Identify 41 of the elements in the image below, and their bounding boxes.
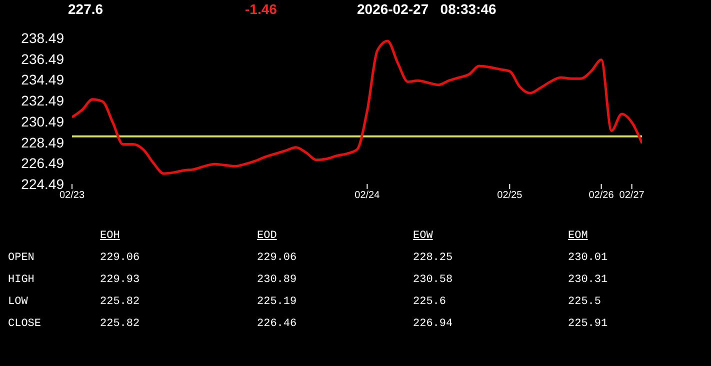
x-tick-label: 02/26	[588, 190, 614, 202]
y-tick-label: 238.49	[21, 30, 64, 46]
y-tick-label: 228.49	[21, 134, 64, 150]
y-tick-label: 236.49	[21, 50, 64, 67]
text: OPEN	[8, 252, 34, 264]
text: 225.82	[100, 318, 140, 330]
text: 2026-02-27 08:33:46	[357, 1, 496, 17]
line-series	[72, 40, 642, 175]
x-tick-label: 02/25	[497, 190, 523, 202]
text: 230.89	[257, 274, 297, 286]
text: 225.6	[413, 296, 446, 308]
text: EOM	[568, 230, 588, 242]
x-tick-label: 02/27	[619, 190, 645, 202]
text: 225.82	[100, 296, 140, 308]
x-tick-label: 02/23	[59, 190, 85, 202]
text: 227.6	[68, 1, 104, 17]
text: 225.19	[257, 296, 297, 308]
text: 230.31	[568, 274, 608, 286]
text: 230.01	[568, 252, 608, 264]
text: 226.46	[257, 318, 297, 330]
x-tick-label: 02/24	[354, 190, 380, 202]
y-tick-label: 224.49	[21, 176, 64, 192]
text: 225.5	[568, 296, 602, 308]
text: 228.25	[413, 252, 453, 264]
text: CLOSE	[8, 318, 42, 330]
text: -1.46	[245, 1, 277, 17]
text: EOD	[257, 230, 277, 242]
text: 229.93	[100, 274, 140, 286]
text: EOH	[100, 230, 120, 242]
text: 226.94	[413, 318, 453, 330]
y-tick-label: 234.49	[21, 72, 64, 88]
y-tick-label: 230.49	[21, 113, 64, 130]
text: 229.06	[100, 252, 140, 264]
text: 229.06	[257, 252, 297, 264]
text: 225.91	[568, 318, 608, 330]
y-tick-label: 232.49	[21, 92, 64, 109]
y-tick-label: 226.49	[21, 155, 64, 172]
text: 230.58	[413, 274, 453, 286]
text: LOW	[8, 296, 28, 308]
text: HIGH	[8, 274, 34, 286]
text: EOW	[413, 230, 433, 242]
